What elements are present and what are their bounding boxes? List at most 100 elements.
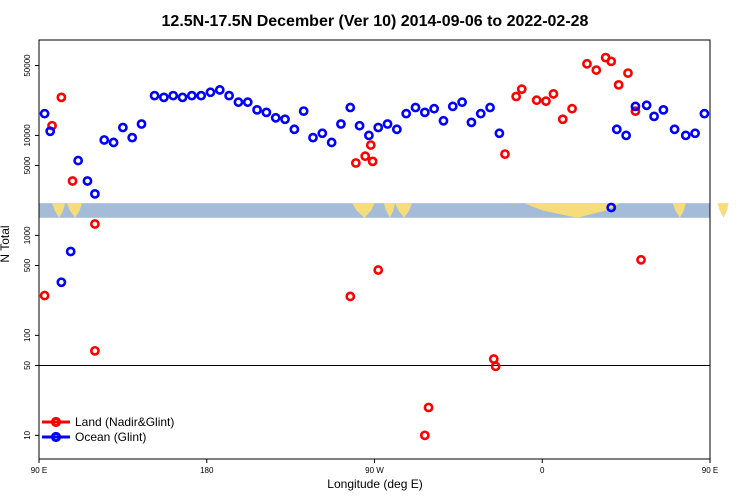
data-point [557,114,568,125]
data-point [73,155,84,166]
x-tick-label: 90 E [702,466,718,475]
data-point [457,97,468,108]
data-point [365,140,376,150]
data-point [373,122,384,133]
legend-label-land: Land (Nadir&Glint) [75,415,174,429]
data-point [158,92,169,103]
data-point [391,124,402,135]
data-point [308,132,318,143]
data-point [658,104,669,115]
data-point [364,130,374,141]
legend-item-ocean: Ocean (Glint) [42,430,146,444]
data-point [168,90,179,101]
data-point [90,219,100,229]
series-ocean [39,85,710,288]
data-point [270,112,281,123]
data-point [149,90,160,101]
data-point [39,290,50,301]
data-point [591,65,602,75]
land-philippines [66,203,82,218]
data-point [567,103,577,114]
data-point [500,149,510,160]
data-point [410,102,421,113]
legend-marker-land [50,416,62,428]
data-point [345,102,356,113]
data-point [67,176,78,186]
x-tick-label: 90 E [31,466,47,475]
data-point [360,151,371,162]
data-point [373,265,384,275]
land-arabia [672,203,686,218]
data-point [475,108,486,119]
series-land [39,52,646,441]
legend-label-ocean: Ocean (Glint) [75,430,146,444]
data-point [224,90,235,101]
x-axis: 90 E 180 90 W 0 90 E [31,459,718,475]
data-point [649,111,659,122]
data-point [531,95,542,106]
y-axis: 10 50 100 500 1000 5000 10000 50000 [23,54,39,440]
y-tick-label: 50 [23,360,32,369]
legend-item-land: Land (Nadir&Glint) [42,415,174,429]
legend-marker-ocean [50,431,62,443]
data-point [621,130,632,141]
land-africa [523,203,621,218]
data-point [45,126,56,137]
data-point [606,56,617,67]
x-tick-label: 180 [200,466,214,475]
data-point [419,430,430,441]
data-point [56,277,67,288]
data-point [108,137,119,148]
data-point [494,128,505,139]
data-point [401,108,412,119]
data-point [233,97,244,108]
data-point [136,119,147,129]
data-points [39,52,710,441]
data-point [214,85,225,95]
x-tick-label: 0 [540,466,545,475]
y-tick-label: 10000 [23,124,32,147]
chart-title: 12.5N-17.5N December (Ver 10) 2014-09-06… [162,13,589,30]
data-point [382,119,393,129]
data-point [289,124,300,135]
land-caribbean [395,203,412,218]
y-tick-label: 10 [23,430,32,439]
data-point [127,132,138,143]
land-india [717,203,729,218]
data-point [582,58,592,69]
data-point [613,80,624,90]
data-point [630,106,641,117]
data-point [516,84,527,95]
world-map-band [39,203,729,218]
data-point [485,102,495,113]
data-point [196,90,207,101]
data-point [367,156,378,167]
data-point [429,103,440,114]
data-point [419,107,430,118]
y-tick-label: 100 [23,328,32,342]
y-tick-label: 500 [23,258,32,272]
data-point [298,106,309,117]
y-tick-label: 1000 [23,226,32,244]
data-point [490,361,501,372]
data-point [354,120,365,131]
data-point [99,135,110,145]
data-point [623,68,633,78]
data-point [423,402,434,413]
y-tick-label: 5000 [23,156,32,174]
data-point [65,246,76,257]
data-point [611,124,622,135]
data-point [630,101,641,112]
data-point [541,96,551,107]
data-point [699,108,710,119]
land-central-america [383,203,396,218]
data-point [39,108,50,119]
data-point [326,137,337,148]
data-point [205,87,216,98]
y-axis-label: N Total [0,225,12,262]
data-point [606,202,617,213]
data-point [690,128,700,139]
y-tick-label: 50000 [23,54,32,77]
data-point [669,124,680,135]
